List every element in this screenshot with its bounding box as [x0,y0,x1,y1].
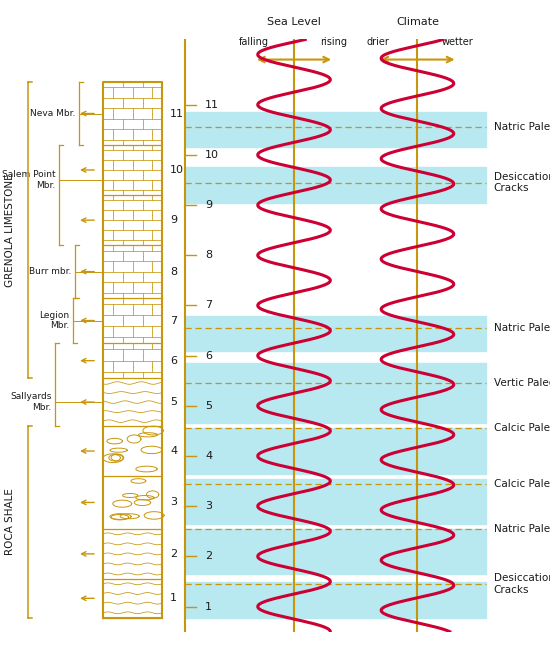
Bar [185,363,486,423]
Text: 9: 9 [205,200,212,210]
Text: Burr mbr.: Burr mbr. [29,267,72,276]
Text: 9: 9 [170,215,178,225]
Text: wetter: wetter [442,37,473,47]
Text: rising: rising [321,37,348,47]
Bar [185,167,486,203]
Text: Salem Point
Mbr.: Salem Point Mbr. [2,170,56,190]
Text: 8: 8 [205,250,212,261]
Bar [185,582,486,618]
Text: Sallyards
Mbr.: Sallyards Mbr. [10,392,52,412]
Text: Natric Paleosol: Natric Paleosol [494,323,550,333]
Text: 11: 11 [170,109,184,118]
Text: drier: drier [366,37,389,47]
Text: 11: 11 [205,100,219,110]
Text: 4: 4 [205,451,212,461]
Text: 8: 8 [170,266,178,276]
Text: GRENOLA LIMESTONE: GRENOLA LIMESTONE [5,173,15,287]
Text: Sea Level: Sea Level [267,17,321,27]
Text: Natric Paleosol: Natric Paleosol [494,524,550,534]
Text: 2: 2 [205,551,212,561]
Text: Desiccation
Cracks: Desiccation Cracks [494,573,550,595]
Text: 10: 10 [205,150,219,160]
Bar [185,315,486,351]
Text: 5: 5 [170,397,177,407]
Text: Legion
Mbr.: Legion Mbr. [39,311,69,330]
Text: Calcic Paleosol: Calcic Paleosol [494,478,550,489]
Bar [185,529,486,574]
Text: 7: 7 [170,316,178,326]
Text: Desiccation
Cracks: Desiccation Cracks [494,172,550,193]
Text: 6: 6 [205,351,212,361]
Text: 2: 2 [170,549,178,559]
Text: Vertic Paleosol: Vertic Paleosol [494,378,550,388]
Text: 6: 6 [170,356,177,366]
Text: 5: 5 [205,401,212,411]
Text: 10: 10 [170,165,184,175]
Text: Climate: Climate [396,17,439,27]
Text: 4: 4 [170,446,178,456]
Bar [185,428,486,474]
Text: Natric Paleosol: Natric Paleosol [494,122,550,132]
Text: 1: 1 [170,594,177,603]
Bar [185,113,486,147]
Text: Neva Mbr.: Neva Mbr. [30,109,75,118]
Text: Calcic Paleosol: Calcic Paleosol [494,424,550,434]
Text: 3: 3 [205,501,212,511]
Text: 1: 1 [205,601,212,611]
Text: ROCA SHALE: ROCA SHALE [5,488,15,555]
Bar [185,478,486,524]
Text: falling: falling [239,37,269,47]
Text: 3: 3 [170,497,177,507]
Text: 7: 7 [205,301,212,311]
